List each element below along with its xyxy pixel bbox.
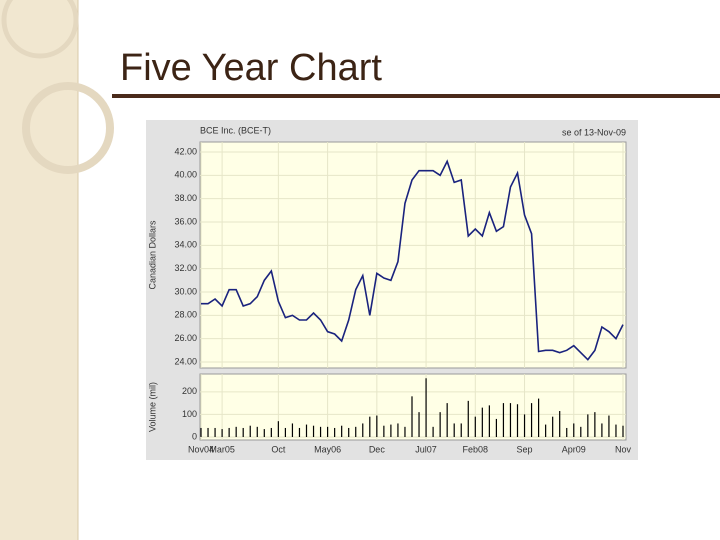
volume-bar bbox=[228, 427, 230, 437]
volume-bar bbox=[334, 427, 336, 437]
x-tick-label: Feb08 bbox=[463, 444, 489, 454]
x-tick-label: Nov bbox=[615, 444, 632, 454]
volume-bar bbox=[432, 426, 434, 437]
y-tick-label: 32.00 bbox=[174, 263, 197, 273]
volume-bar bbox=[312, 425, 315, 437]
chart-title: BCE Inc. (BCE-T) bbox=[200, 125, 271, 135]
volume-bar bbox=[298, 427, 301, 437]
x-tick-label: Oct bbox=[271, 444, 286, 454]
volume-bar bbox=[411, 396, 413, 437]
volume-bar bbox=[516, 404, 519, 437]
y-tick-label: 100 bbox=[182, 409, 197, 419]
y-axis-label: Volume (mil) bbox=[147, 382, 157, 432]
volume-bar bbox=[474, 416, 476, 437]
volume-bar bbox=[538, 398, 540, 437]
volume-bar bbox=[587, 414, 589, 437]
x-tick-label: May06 bbox=[314, 444, 341, 454]
volume-bar bbox=[622, 425, 624, 437]
volume-bar bbox=[369, 416, 371, 437]
volume-bar bbox=[207, 427, 209, 437]
x-tick-label: Dec bbox=[369, 444, 386, 454]
volume-bar bbox=[404, 426, 406, 437]
volume-bar bbox=[566, 427, 568, 437]
charts: BCE Inc. (BCE-T) se of 13-Nov-09 Canadian … bbox=[147, 125, 631, 454]
volume-bar bbox=[319, 426, 322, 437]
y-tick-label: 38.00 bbox=[174, 193, 197, 203]
volume-bar bbox=[460, 423, 462, 437]
x-tick-label: Nov04 bbox=[188, 444, 214, 454]
volume-bar bbox=[305, 424, 308, 437]
y-tick-label: 200 bbox=[182, 386, 197, 396]
price-line bbox=[201, 159, 624, 361]
volume-bar bbox=[601, 423, 603, 437]
plot-area bbox=[199, 141, 627, 369]
y-tick-label: 24.00 bbox=[174, 356, 197, 366]
y-tick-label: 40.00 bbox=[174, 170, 197, 180]
volume-bar bbox=[439, 412, 441, 437]
y-tick-label: 28.00 bbox=[174, 310, 197, 320]
volume-bar bbox=[545, 424, 547, 437]
volume-bar bbox=[453, 423, 455, 437]
volume-bar bbox=[327, 426, 329, 437]
volume-bar bbox=[390, 424, 392, 437]
volume-bar bbox=[530, 403, 533, 437]
decor-circle bbox=[22, 82, 114, 174]
chart-subtitle: se of 13-Nov-09 bbox=[562, 127, 626, 137]
volume-bar bbox=[509, 403, 512, 437]
y-tick-label: 34.00 bbox=[174, 240, 197, 250]
volume-bar bbox=[355, 426, 357, 437]
volume-bar bbox=[397, 423, 399, 437]
volume-bar bbox=[615, 424, 617, 437]
volume-bar bbox=[495, 418, 497, 437]
y-axis-label: Canadian Dollars bbox=[147, 220, 157, 290]
volume-bar bbox=[418, 412, 420, 437]
volume-bar bbox=[284, 427, 286, 437]
volume-bar bbox=[502, 403, 505, 437]
volume-bar bbox=[608, 415, 610, 437]
volume-bar bbox=[383, 425, 385, 437]
volume-bar bbox=[214, 427, 216, 437]
volume-bar bbox=[263, 429, 265, 437]
volume-bar bbox=[446, 403, 448, 437]
volume-bar bbox=[425, 378, 427, 437]
y-tick-label: 30.00 bbox=[174, 286, 197, 296]
volume-bar bbox=[481, 407, 483, 437]
slide-title: Five Year Chart bbox=[120, 47, 382, 89]
volume-bar bbox=[594, 412, 596, 437]
y-tick-label: 26.00 bbox=[174, 333, 197, 343]
x-tick-label: Jul07 bbox=[415, 444, 437, 454]
volume-bar bbox=[256, 426, 258, 437]
volume-bar bbox=[341, 425, 343, 437]
volume-bar bbox=[376, 415, 378, 437]
volume-bar bbox=[235, 426, 237, 437]
volume-bar bbox=[488, 405, 490, 437]
volume-bar bbox=[467, 400, 469, 437]
x-tick-label: Sep bbox=[517, 444, 533, 454]
y-tick-label: 36.00 bbox=[174, 216, 197, 226]
x-tick-label: Apr09 bbox=[562, 444, 586, 454]
volume-bar bbox=[249, 425, 251, 437]
volume-bar bbox=[580, 426, 582, 437]
volume-bar bbox=[573, 423, 575, 437]
x-tick-label: Mar05 bbox=[209, 444, 235, 454]
volume-bar bbox=[362, 423, 364, 437]
volume-bar bbox=[221, 429, 223, 437]
volume-bar bbox=[270, 427, 272, 437]
volume-bar bbox=[348, 427, 350, 437]
decor-circle bbox=[1, 0, 79, 59]
volume-bar bbox=[291, 423, 294, 437]
y-tick-label: 42.00 bbox=[174, 146, 197, 156]
volume-bar bbox=[523, 414, 526, 437]
side-band bbox=[0, 0, 78, 540]
volume-bar bbox=[552, 416, 554, 437]
y-tick-label: 0 bbox=[192, 431, 197, 441]
volume-bar bbox=[242, 427, 244, 437]
volume-bar bbox=[277, 421, 279, 437]
volume-bar bbox=[559, 411, 561, 437]
volume-bar bbox=[200, 427, 202, 437]
